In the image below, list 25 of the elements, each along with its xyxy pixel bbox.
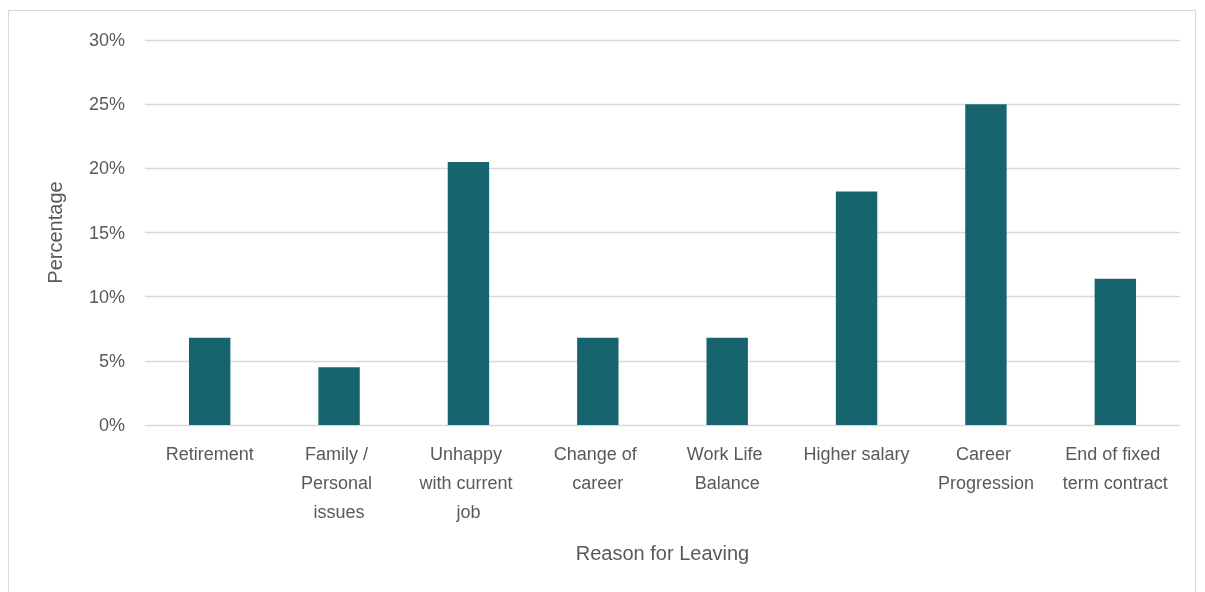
x-axis-title: Reason for Leaving	[575, 542, 750, 564]
x-tick-label: Work Life Balance	[686, 443, 768, 493]
bar	[447, 161, 490, 425]
x-tick-label: Change of career	[553, 443, 642, 493]
x-tick-label: End of fixed term contract	[1062, 443, 1168, 493]
y-tick-label: 20%	[88, 158, 125, 179]
y-tick-label: 10%	[88, 286, 125, 307]
bar	[318, 367, 360, 425]
y-tick-label: 0%	[98, 415, 125, 435]
x-tick-label: Unhappy with current job	[418, 443, 518, 522]
bar	[188, 337, 231, 425]
x-tick-label: Higher salary	[803, 443, 910, 464]
bar	[965, 104, 1007, 425]
y-tick-label: 25%	[88, 94, 125, 115]
bar	[835, 191, 878, 425]
bar	[577, 337, 619, 425]
y-axis-title: Percentage	[44, 181, 66, 284]
bar	[1094, 278, 1137, 425]
x-tick-label: Career Progression	[937, 443, 1034, 493]
y-tick-label: 15%	[88, 222, 125, 243]
y-tick-label: 5%	[98, 350, 125, 371]
y-tick-label: 30%	[88, 30, 125, 50]
x-tick-label: Retirement	[165, 443, 254, 464]
bar	[706, 337, 748, 425]
x-tick-label: Family / Personal issues	[301, 443, 378, 522]
